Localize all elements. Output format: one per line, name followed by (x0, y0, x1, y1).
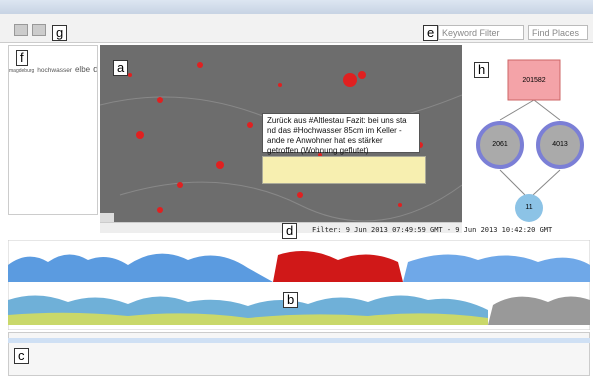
label-a: a (113, 60, 128, 76)
node-root: 201582 (508, 77, 560, 84)
cloud-word[interactable]: hochwasser (37, 67, 72, 74)
label-e: e (423, 25, 438, 41)
tool-button[interactable] (14, 24, 28, 36)
title-bar (0, 0, 593, 14)
tweet-preview (262, 156, 426, 184)
find-places[interactable]: Find Places (528, 25, 588, 40)
node-right: 4013 (540, 141, 580, 148)
label-b: b (283, 292, 298, 308)
label-h: h (474, 62, 489, 78)
table-row-selected (8, 338, 590, 343)
word-cloud: magdeburghochwasserelbedeichfluthallepeg… (8, 45, 98, 215)
label-g: g (52, 25, 67, 41)
cloud-word[interactable]: elbe (75, 65, 90, 74)
label-f: f (16, 50, 28, 66)
node-left: 2061 (480, 141, 520, 148)
filter-text: Filter: 9 Jun 2013 07:49:59 GMT - 9 Jun … (312, 226, 552, 234)
cloud-word[interactable]: deich (93, 64, 98, 75)
node-bottom: 11 (509, 204, 549, 211)
app-window: g e Keyword Filter Find Places magdeburg… (0, 0, 593, 378)
tool-button[interactable] (32, 24, 46, 36)
label-d: d (282, 223, 297, 239)
keyword-filter[interactable]: Keyword Filter (438, 25, 524, 40)
label-c: c (14, 348, 29, 364)
tweet-popup: Zurück aus #Altlestau Fazit: bei uns sta… (262, 113, 420, 153)
timeline (8, 240, 590, 330)
cloud-word[interactable]: magdeburg (9, 68, 34, 74)
